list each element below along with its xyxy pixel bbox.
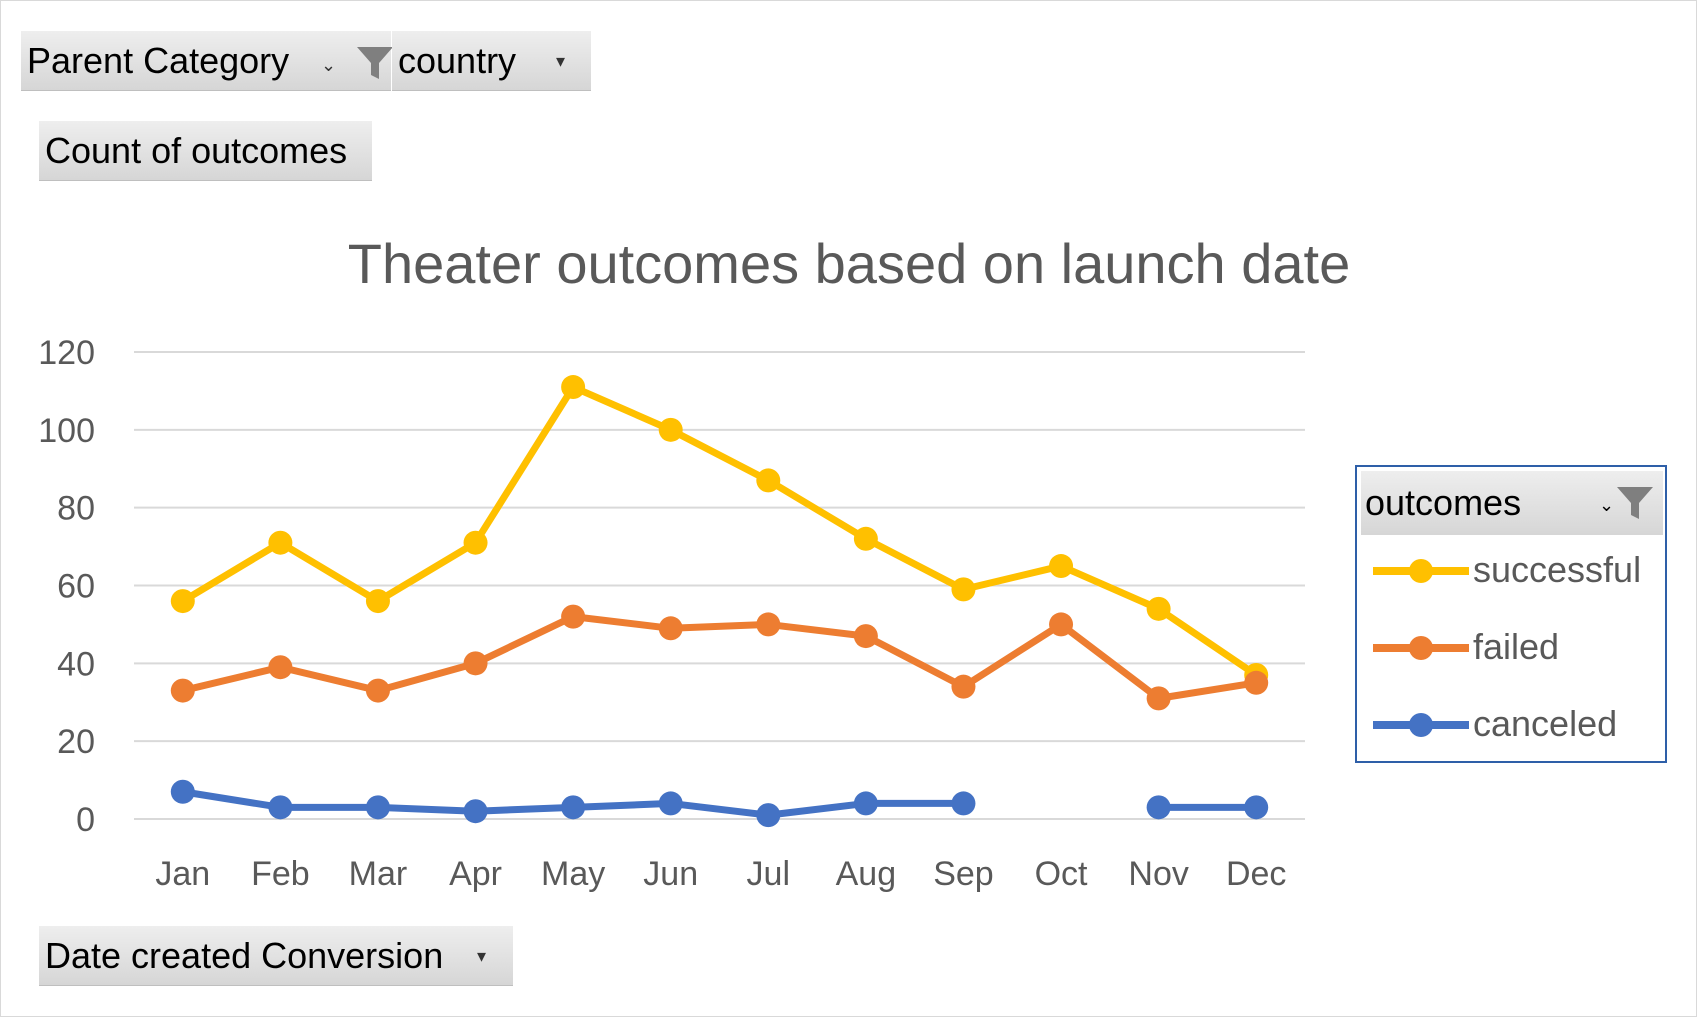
x-axis: Jan Feb Mar Apr May Jun Jul Aug Sep Oct Nov Dec [155, 855, 1286, 893]
dropdown-arrow-icon: ▾ [477, 946, 487, 966]
legend-label-canceled: canceled [1473, 703, 1618, 744]
data-point-failed[interactable] [561, 604, 586, 629]
data-point-failed[interactable] [268, 655, 293, 680]
legend-item-successful[interactable]: successful [1357, 541, 1665, 601]
legend-label-successful: successful [1473, 549, 1642, 590]
series-failed [170, 604, 1269, 711]
x-tick-label: Apr [449, 855, 502, 893]
country-filter-button[interactable]: country ▾ [392, 31, 591, 91]
data-point-failed[interactable] [463, 651, 488, 676]
parent-category-filter-button[interactable]: Parent Category ⌄ [21, 31, 393, 91]
x-tick-label: Nov [1128, 855, 1188, 893]
series-line-failed [179, 613, 1260, 702]
values-field-button[interactable]: Count of outcomes [39, 121, 372, 181]
x-tick-label: Oct [1035, 855, 1088, 893]
x-tick-label: Dec [1226, 855, 1286, 893]
dropdown-arrow-icon: ⌄ [321, 55, 337, 75]
axis-field-button[interactable]: Date created Conversion ▾ [39, 926, 513, 986]
x-tick-label: May [541, 855, 605, 893]
country-label: country [398, 40, 517, 81]
data-point-successful[interactable] [1146, 596, 1171, 621]
gridlines [134, 351, 1305, 820]
data-point-successful[interactable] [561, 375, 586, 400]
x-tick-label: Jan [155, 855, 210, 893]
series-successful [170, 375, 1269, 688]
outcomes-filter-button[interactable]: outcomes ⌄ [1361, 471, 1663, 535]
data-point-successful[interactable] [853, 526, 878, 551]
data-point-successful[interactable] [170, 589, 195, 614]
data-point-canceled[interactable] [463, 799, 488, 824]
x-tick-label: Mar [349, 855, 408, 893]
data-point-canceled[interactable] [170, 779, 195, 804]
legend-swatch-failed [1373, 636, 1469, 660]
dropdown-arrow-icon: ⌄ [1599, 495, 1615, 515]
data-point-failed[interactable] [951, 674, 976, 699]
legend-item-canceled[interactable]: canceled [1357, 695, 1665, 755]
legend-swatch-canceled [1373, 713, 1469, 737]
legend: outcomes ⌄ successful failed [1355, 465, 1667, 763]
data-point-successful[interactable] [1049, 554, 1074, 579]
data-point-successful[interactable] [756, 468, 781, 493]
legend-label-failed: failed [1473, 626, 1560, 667]
x-tick-label: Feb [251, 855, 310, 893]
data-point-canceled[interactable] [561, 795, 586, 820]
y-axis: 0 20 40 60 80 100 120 [38, 334, 95, 839]
y-tick-label: 0 [76, 801, 95, 839]
data-point-canceled[interactable] [268, 795, 293, 820]
data-point-failed[interactable] [1049, 612, 1074, 637]
data-point-canceled[interactable] [365, 795, 390, 820]
legend-item-failed[interactable]: failed [1357, 618, 1665, 678]
data-point-failed[interactable] [853, 624, 878, 649]
legend-header-label: outcomes [1365, 482, 1522, 523]
y-tick-label: 20 [57, 723, 95, 761]
series-line-successful [179, 383, 1260, 679]
series-canceled [170, 779, 1269, 828]
parent-category-label: Parent Category [27, 40, 290, 81]
data-point-failed[interactable] [365, 678, 390, 703]
data-point-canceled[interactable] [951, 791, 976, 816]
data-point-canceled[interactable] [756, 803, 781, 828]
y-tick-label: 40 [57, 645, 95, 683]
y-tick-label: 100 [38, 412, 95, 450]
y-tick-label: 120 [38, 334, 95, 372]
data-point-failed[interactable] [1244, 670, 1269, 695]
data-point-failed[interactable] [756, 612, 781, 637]
legend-swatch-successful [1373, 559, 1469, 583]
data-point-failed[interactable] [658, 616, 683, 641]
x-tick-label: Aug [836, 855, 897, 893]
x-tick-label: Jul [747, 855, 790, 893]
data-point-successful[interactable] [463, 530, 488, 555]
data-point-successful[interactable] [365, 589, 390, 614]
chart-title: Theater outcomes based on launch date [348, 232, 1350, 295]
series-lines [170, 375, 1269, 828]
data-point-canceled[interactable] [853, 791, 878, 816]
data-point-canceled[interactable] [658, 791, 683, 816]
funnel-icon [1617, 487, 1653, 519]
y-tick-label: 60 [57, 568, 95, 606]
funnel-icon [357, 47, 393, 79]
axis-field-label: Date created Conversion [45, 935, 444, 976]
data-point-successful[interactable] [658, 417, 683, 442]
x-tick-label: Jun [643, 855, 698, 893]
data-point-successful[interactable] [268, 530, 293, 555]
x-tick-label: Sep [933, 855, 994, 893]
data-point-canceled[interactable] [1146, 795, 1171, 820]
dropdown-arrow-icon: ▾ [556, 51, 566, 71]
data-point-successful[interactable] [951, 577, 976, 602]
data-point-failed[interactable] [1146, 686, 1171, 711]
y-tick-label: 80 [57, 490, 95, 528]
values-field-label: Count of outcomes [45, 130, 348, 171]
data-point-canceled[interactable] [1244, 795, 1269, 820]
data-point-failed[interactable] [170, 678, 195, 703]
